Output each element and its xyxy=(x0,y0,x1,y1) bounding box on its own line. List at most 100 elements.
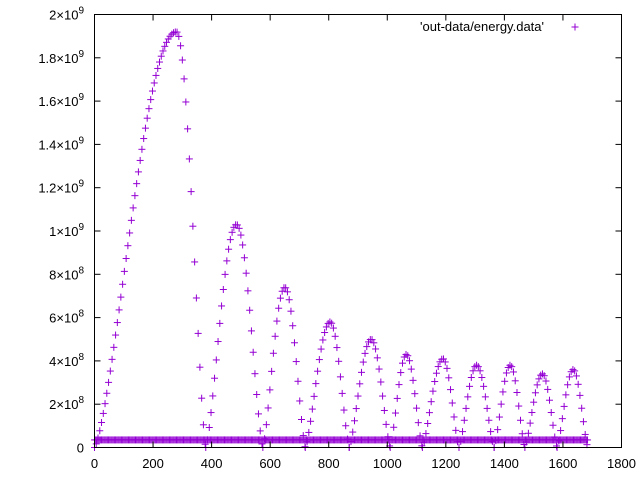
data-point xyxy=(133,180,141,188)
data-point xyxy=(180,75,188,83)
data-point xyxy=(113,319,121,327)
data-point xyxy=(237,231,245,239)
data-point xyxy=(148,87,156,95)
data-point xyxy=(335,357,343,365)
data-point xyxy=(499,388,507,396)
data-point xyxy=(448,399,456,407)
data-point xyxy=(370,339,378,347)
data-point xyxy=(560,402,568,410)
data-point xyxy=(443,364,451,372)
data-point xyxy=(578,404,586,412)
data-point xyxy=(211,374,219,382)
y-tick-label: 1.2×109 xyxy=(38,179,84,196)
data-point xyxy=(359,358,367,366)
data-point xyxy=(262,421,270,429)
data-point xyxy=(368,336,376,344)
data-point xyxy=(349,428,357,436)
data-point xyxy=(404,352,412,360)
data-point xyxy=(466,382,474,390)
data-point xyxy=(542,377,550,385)
data-point xyxy=(244,287,252,295)
data-points xyxy=(91,28,592,451)
data-point xyxy=(434,363,442,371)
data-point xyxy=(511,377,519,385)
data-point xyxy=(409,376,417,384)
data-point xyxy=(354,392,362,400)
data-point xyxy=(445,374,453,382)
data-point xyxy=(515,402,523,410)
data-point xyxy=(115,306,123,314)
data-point xyxy=(531,389,539,397)
data-point xyxy=(329,324,337,332)
data-point xyxy=(292,358,300,366)
data-point xyxy=(219,286,227,294)
y-tick-label: 4×108 xyxy=(49,352,84,369)
data-point xyxy=(459,428,467,436)
data-point xyxy=(572,372,580,380)
data-point xyxy=(312,380,320,388)
data-point xyxy=(342,422,350,430)
data-point xyxy=(537,371,545,379)
data-point xyxy=(540,372,548,380)
data-point xyxy=(126,229,134,237)
data-point xyxy=(235,224,243,232)
data-point xyxy=(136,156,144,164)
data-point xyxy=(518,430,526,438)
data-point xyxy=(119,280,127,288)
data-point xyxy=(269,349,277,357)
data-point xyxy=(502,369,510,377)
data-point xyxy=(246,306,254,314)
data-point xyxy=(336,373,344,381)
data-point xyxy=(549,421,557,429)
data-point xyxy=(240,254,248,262)
data-point xyxy=(535,375,543,383)
data-point xyxy=(584,436,592,444)
data-point xyxy=(462,404,470,412)
data-point xyxy=(390,423,398,431)
data-point xyxy=(191,258,199,266)
data-point xyxy=(574,380,582,388)
data-point xyxy=(478,374,486,382)
data-point xyxy=(544,385,552,393)
data-point xyxy=(506,361,514,369)
data-point xyxy=(431,378,439,386)
data-point xyxy=(242,269,250,277)
data-point xyxy=(297,416,305,424)
data-point xyxy=(481,393,489,401)
data-point xyxy=(545,396,553,404)
data-point xyxy=(285,296,293,304)
data-point xyxy=(157,52,165,60)
data-point xyxy=(380,406,388,414)
data-point xyxy=(218,302,226,310)
data-point xyxy=(256,427,264,435)
data-point xyxy=(547,409,555,417)
data-point xyxy=(402,350,410,358)
data-point xyxy=(495,413,503,421)
data-point xyxy=(579,418,587,426)
data-point xyxy=(175,32,183,40)
data-point xyxy=(247,327,255,335)
data-point xyxy=(205,424,213,432)
data-point xyxy=(216,319,224,327)
y-tick-label: 1.6×109 xyxy=(38,92,84,109)
data-point xyxy=(350,417,358,425)
data-point xyxy=(395,381,403,389)
data-point xyxy=(414,419,422,427)
data-point xyxy=(134,168,142,176)
data-point xyxy=(289,322,297,330)
data-point xyxy=(384,433,392,441)
data-point xyxy=(225,245,233,253)
data-point xyxy=(154,64,162,72)
data-point xyxy=(178,56,186,64)
x-tick-label: 200 xyxy=(142,456,164,471)
data-point xyxy=(393,394,401,402)
data-point xyxy=(140,135,148,143)
y-tick-label: 1×109 xyxy=(49,222,84,239)
data-point xyxy=(331,332,339,340)
data-point xyxy=(340,406,348,414)
data-point xyxy=(576,391,584,399)
data-point xyxy=(192,294,200,302)
data-point xyxy=(406,357,414,365)
data-point xyxy=(110,343,118,351)
